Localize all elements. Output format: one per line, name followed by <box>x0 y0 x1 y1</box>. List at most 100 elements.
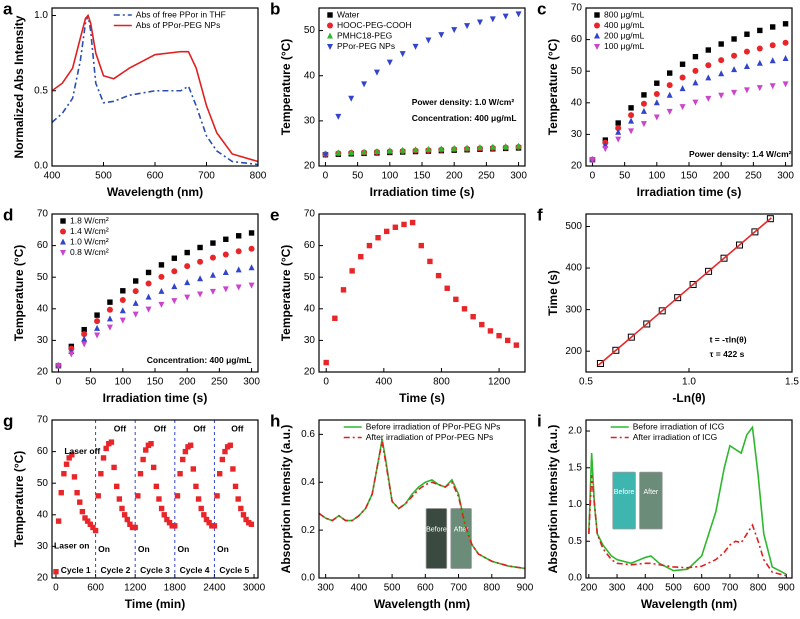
marker <box>392 224 399 230</box>
marker <box>74 489 80 496</box>
marker <box>464 144 471 151</box>
marker <box>84 518 91 524</box>
marker <box>444 285 450 291</box>
marker <box>132 524 138 531</box>
x-tick-label: 0.5 <box>579 377 593 388</box>
x-tick-label: 700 <box>198 171 215 182</box>
marker <box>164 516 170 523</box>
marker <box>386 147 393 154</box>
marker <box>373 69 380 76</box>
marker <box>143 447 149 453</box>
marker <box>327 22 333 29</box>
marker <box>705 47 712 53</box>
marker <box>399 146 406 153</box>
marker <box>679 104 686 111</box>
marker <box>235 266 242 273</box>
marker <box>653 114 660 121</box>
marker <box>487 328 494 334</box>
annotation: Concentration: 400 μg/mL <box>412 113 517 123</box>
marker <box>628 112 635 119</box>
marker <box>641 92 647 98</box>
x-tick-label: 300 <box>777 171 794 182</box>
series-line <box>588 425 787 576</box>
marker <box>594 44 600 50</box>
marker <box>217 471 223 477</box>
y-tick-label: 30 <box>37 335 49 346</box>
marker <box>81 341 88 348</box>
marker <box>453 296 459 303</box>
marker <box>240 512 247 518</box>
y-tick-label: 50 <box>304 272 316 283</box>
legend-label: Water <box>337 9 360 19</box>
marker <box>689 281 697 289</box>
marker <box>197 275 204 282</box>
annotation: Off <box>193 424 205 434</box>
x-tick-label: 400 <box>351 583 368 594</box>
marker <box>384 228 390 235</box>
marker <box>132 299 139 306</box>
marker <box>206 520 212 526</box>
marker <box>58 489 64 496</box>
annotation: Cycle 4 <box>180 565 210 575</box>
y-tick-label: 20 <box>571 161 583 172</box>
marker <box>769 57 776 64</box>
marker <box>248 245 255 252</box>
legend-label: 1.0 W/cm² <box>70 236 109 246</box>
marker <box>705 95 712 102</box>
marker <box>61 471 67 477</box>
marker <box>489 143 496 150</box>
plot-frame <box>51 419 259 579</box>
marker <box>161 512 167 518</box>
panel-label: b <box>270 0 280 18</box>
x-axis-label: Irradiation time (s) <box>370 185 475 199</box>
y-tick-label: 0.4 <box>301 477 315 488</box>
y-tick-label: 20 <box>304 367 316 378</box>
marker <box>628 105 634 111</box>
marker <box>705 62 712 69</box>
marker <box>782 21 789 27</box>
marker <box>171 298 178 305</box>
marker <box>425 37 432 44</box>
y-tick-label: 50 <box>37 478 49 489</box>
marker <box>158 262 165 268</box>
marker <box>71 474 78 480</box>
marker <box>628 128 635 135</box>
marker <box>158 505 165 512</box>
marker <box>248 521 255 527</box>
panel-label: c <box>537 0 546 18</box>
marker <box>470 314 476 320</box>
marker <box>238 505 244 512</box>
marker <box>666 82 673 89</box>
marker <box>55 363 62 370</box>
x-axis-label: Wavelength (nm) <box>107 185 203 199</box>
marker <box>235 284 242 291</box>
y-tick-label: 1.0 <box>34 10 48 21</box>
marker <box>148 441 154 447</box>
x-tick-label: 800 <box>250 171 267 182</box>
marker <box>106 306 113 313</box>
marker <box>171 283 178 290</box>
marker <box>323 359 329 366</box>
x-tick-label: 900 <box>517 583 534 594</box>
marker <box>223 236 229 242</box>
marker <box>718 57 725 64</box>
marker <box>594 12 600 18</box>
marker <box>174 493 181 499</box>
plot-frame <box>51 213 259 373</box>
y-tick-label: 40 <box>304 303 316 314</box>
x-tick-label: 100 <box>114 377 131 388</box>
marker <box>95 493 101 499</box>
marker <box>666 70 673 76</box>
marker <box>679 74 686 81</box>
panel-label: g <box>3 411 13 430</box>
marker <box>119 317 126 324</box>
x-tick-label: 400 <box>375 377 392 388</box>
y-tick-label: 50 <box>571 66 583 77</box>
marker <box>137 471 144 477</box>
marker <box>766 215 774 223</box>
y-tick-label: 1.5 <box>568 462 582 473</box>
marker <box>82 515 88 521</box>
y-tick-label: 300 <box>565 304 582 315</box>
marker <box>230 466 236 472</box>
y-axis-label: Absorption Intensity (a.u.) <box>546 425 560 574</box>
